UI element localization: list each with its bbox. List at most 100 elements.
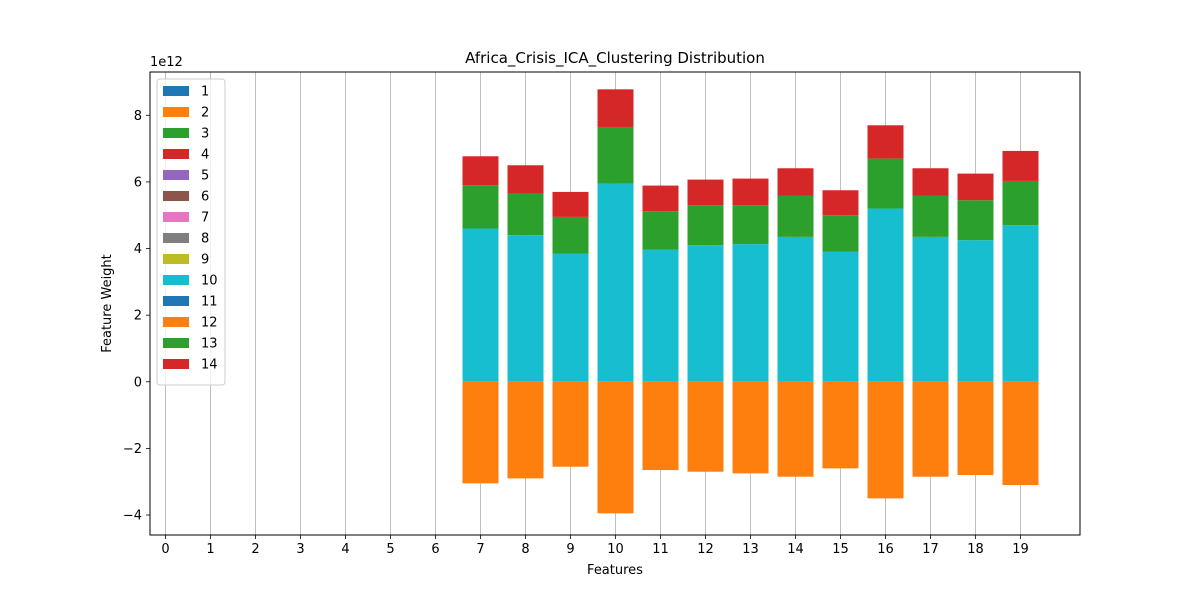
x-tick-label: 11 [652, 542, 669, 557]
bar-series-13-cat-7 [462, 185, 499, 229]
bar-series-10-cat-10 [597, 183, 634, 382]
x-tick-label: 19 [1012, 542, 1029, 557]
bar-series-12-cat-16 [867, 381, 904, 499]
x-tick-label: 16 [877, 542, 894, 557]
bar-series-13-cat-12 [687, 205, 724, 246]
x-tick-label: 12 [697, 542, 714, 557]
bar-series-10-cat-9 [552, 253, 589, 382]
legend-swatch-13 [163, 338, 189, 348]
bar-series-12-cat-11 [642, 381, 679, 471]
bar-series-13-cat-18 [957, 200, 994, 241]
bar-series-14-cat-13 [732, 178, 769, 206]
bar-series-12-cat-18 [957, 381, 994, 476]
bar-series-10-cat-14 [777, 236, 814, 382]
bar-series-13-cat-17 [912, 195, 949, 237]
x-tick-label: 17 [922, 542, 939, 557]
bar-series-13-cat-15 [822, 215, 859, 252]
bar-series-10-cat-15 [822, 251, 859, 382]
bar-series-13-cat-9 [552, 216, 589, 254]
bar-series-12-cat-19 [1002, 381, 1039, 486]
bar-series-13-cat-13 [732, 205, 769, 245]
bar-series-12-cat-17 [912, 381, 949, 477]
legend-label-2: 2 [201, 106, 209, 121]
bar-series-14-cat-10 [597, 89, 634, 127]
y-tick-label: 0 [134, 375, 142, 390]
x-tick-label: 6 [431, 542, 439, 557]
x-tick-label: 9 [566, 542, 574, 557]
bar-series-10-cat-12 [687, 245, 724, 382]
x-tick-label: 13 [742, 542, 759, 557]
y-tick-label: 6 [134, 175, 142, 190]
bar-series-12-cat-15 [822, 381, 859, 469]
y-axis-multiplier: 1e12 [150, 55, 183, 70]
bar-series-14-cat-7 [462, 156, 499, 186]
legend-label-1: 1 [201, 85, 209, 100]
legend-swatch-12 [163, 317, 189, 327]
legend-label-12: 12 [201, 316, 218, 331]
legend-label-11: 11 [201, 295, 218, 310]
legend-swatch-14 [163, 359, 189, 369]
bar-series-13-cat-10 [597, 126, 634, 184]
bar-series-14-cat-19 [1002, 150, 1039, 181]
y-axis-title: Feature Weight [100, 254, 115, 353]
bar-series-10-cat-13 [732, 244, 769, 382]
bar-series-10-cat-11 [642, 249, 679, 382]
bar-series-14-cat-17 [912, 168, 949, 196]
x-tick-label: 14 [787, 542, 804, 557]
x-tick-label: 15 [832, 542, 849, 557]
bars [462, 89, 1039, 514]
bar-series-12-cat-13 [732, 381, 769, 474]
legend-swatch-8 [163, 233, 189, 243]
y-tick-label: 4 [134, 242, 142, 257]
bar-series-12-cat-7 [462, 381, 499, 484]
bar-series-14-cat-18 [957, 173, 994, 201]
bar-series-14-cat-8 [507, 165, 544, 194]
legend-label-6: 6 [201, 190, 209, 205]
bar-series-10-cat-16 [867, 208, 904, 382]
legend-swatch-11 [163, 296, 189, 306]
y-tick-label: −2 [123, 442, 142, 457]
bar-series-13-cat-16 [867, 158, 904, 209]
x-tick-label: 3 [296, 542, 304, 557]
legend-label-13: 13 [201, 337, 218, 352]
bar-series-10-cat-19 [1002, 225, 1039, 382]
bar-series-14-cat-15 [822, 190, 859, 216]
x-tick-label: 8 [521, 542, 529, 557]
bar-series-14-cat-14 [777, 168, 814, 196]
y-tick-label: −4 [123, 509, 142, 524]
legend-label-3: 3 [201, 127, 209, 142]
y-tick-label: 2 [134, 309, 142, 324]
legend-swatch-10 [163, 275, 189, 285]
plot-frame [149, 71, 1081, 536]
legend-swatch-2 [163, 107, 189, 117]
legend-swatch-6 [163, 191, 189, 201]
x-tick-label: 0 [161, 542, 169, 557]
bar-series-13-cat-8 [507, 193, 544, 236]
legend-swatch-9 [163, 254, 189, 264]
x-tick-label: 18 [967, 542, 984, 557]
bar-series-13-cat-19 [1002, 180, 1039, 226]
bar-series-14-cat-11 [642, 185, 679, 212]
x-tick-label: 2 [251, 542, 259, 557]
legend-label-4: 4 [201, 148, 209, 163]
bar-series-12-cat-8 [507, 381, 544, 479]
legend-label-10: 10 [201, 274, 218, 289]
legend-label-14: 14 [201, 358, 218, 373]
bar-series-10-cat-18 [957, 240, 994, 382]
legend-swatch-4 [163, 149, 189, 159]
bar-series-10-cat-17 [912, 236, 949, 382]
bar-series-10-cat-8 [507, 235, 544, 382]
bar-series-14-cat-16 [867, 125, 904, 159]
bar-series-14-cat-12 [687, 179, 724, 206]
y-tick-label: 8 [134, 109, 142, 124]
bar-series-13-cat-14 [777, 195, 814, 237]
x-tick-label: 1 [206, 542, 214, 557]
legend-swatch-3 [163, 128, 189, 138]
chart-title: Africa_Crisis_ICA_Clustering Distributio… [465, 49, 765, 68]
x-tick-label: 5 [386, 542, 394, 557]
legend-label-5: 5 [201, 169, 209, 184]
bar-series-13-cat-11 [642, 211, 679, 250]
